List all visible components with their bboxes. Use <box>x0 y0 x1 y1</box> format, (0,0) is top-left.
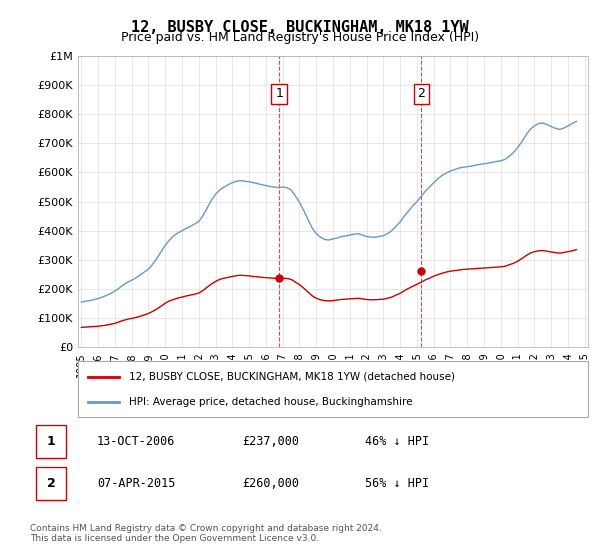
Text: 56% ↓ HPI: 56% ↓ HPI <box>365 477 429 490</box>
Text: 12, BUSBY CLOSE, BUCKINGHAM, MK18 1YW: 12, BUSBY CLOSE, BUCKINGHAM, MK18 1YW <box>131 20 469 35</box>
Text: £260,000: £260,000 <box>242 477 299 490</box>
Text: 12, BUSBY CLOSE, BUCKINGHAM, MK18 1YW (detached house): 12, BUSBY CLOSE, BUCKINGHAM, MK18 1YW (d… <box>129 372 455 382</box>
Text: 1: 1 <box>47 435 55 449</box>
Text: HPI: Average price, detached house, Buckinghamshire: HPI: Average price, detached house, Buck… <box>129 396 413 407</box>
Text: 2: 2 <box>47 477 55 490</box>
FancyBboxPatch shape <box>35 426 66 459</box>
Text: Price paid vs. HM Land Registry's House Price Index (HPI): Price paid vs. HM Land Registry's House … <box>121 31 479 44</box>
Text: 13-OCT-2006: 13-OCT-2006 <box>97 435 175 449</box>
FancyBboxPatch shape <box>78 361 588 417</box>
Text: 2: 2 <box>418 87 425 100</box>
Text: 07-APR-2015: 07-APR-2015 <box>97 477 175 490</box>
Text: 1: 1 <box>275 87 283 100</box>
Text: Contains HM Land Registry data © Crown copyright and database right 2024.
This d: Contains HM Land Registry data © Crown c… <box>30 524 382 543</box>
Text: 46% ↓ HPI: 46% ↓ HPI <box>365 435 429 449</box>
FancyBboxPatch shape <box>35 467 66 500</box>
Text: £237,000: £237,000 <box>242 435 299 449</box>
